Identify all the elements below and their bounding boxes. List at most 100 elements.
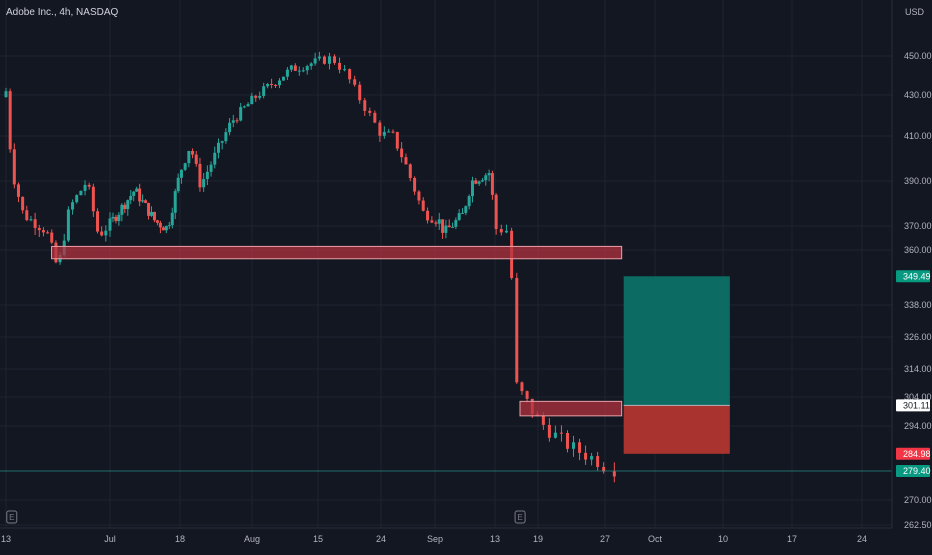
candle-body bbox=[285, 69, 289, 77]
candle-body bbox=[305, 66, 309, 71]
candle-body bbox=[25, 210, 29, 221]
candle-body bbox=[441, 219, 445, 233]
time-tick-label: 27 bbox=[600, 534, 610, 544]
candle-body bbox=[41, 230, 45, 233]
candle-body bbox=[499, 229, 503, 233]
candle-body bbox=[141, 200, 145, 202]
price-badge bbox=[896, 465, 930, 478]
candle-body bbox=[158, 222, 162, 228]
candle-body bbox=[541, 416, 545, 425]
candle-body bbox=[322, 56, 326, 64]
candle-body bbox=[83, 184, 87, 191]
candle-body bbox=[29, 219, 33, 221]
candle-body bbox=[474, 180, 478, 184]
candle-body bbox=[79, 190, 83, 196]
candle-body bbox=[572, 442, 576, 449]
candle-body bbox=[547, 424, 551, 438]
candle-body bbox=[4, 91, 8, 98]
candle-body bbox=[254, 95, 258, 98]
candle-body bbox=[50, 232, 54, 243]
candle-body bbox=[266, 84, 270, 87]
candle-body bbox=[477, 181, 481, 184]
candle-body bbox=[235, 120, 239, 122]
resistance-zone[interactable] bbox=[519, 400, 623, 417]
price-badge-label: 301.11 bbox=[903, 400, 930, 410]
time-tick-label: 24 bbox=[376, 534, 386, 544]
candle-body bbox=[504, 230, 508, 233]
price-tick-label: 262.50 bbox=[904, 520, 932, 530]
candle-body bbox=[117, 214, 121, 222]
candle-body bbox=[135, 188, 139, 192]
candle-body bbox=[317, 56, 321, 59]
time-tick-label: 17 bbox=[787, 534, 797, 544]
earnings-marker[interactable] bbox=[6, 510, 18, 524]
price-badge bbox=[896, 270, 930, 283]
price-badge bbox=[896, 447, 930, 460]
time-tick-label: 13 bbox=[1, 534, 11, 544]
candle-body bbox=[612, 471, 616, 477]
candle-body bbox=[242, 106, 246, 108]
candle-body bbox=[173, 191, 177, 213]
price-badge-label: 349.49 bbox=[903, 271, 931, 281]
candle-body bbox=[353, 79, 357, 85]
time-tick-label: 18 bbox=[175, 534, 185, 544]
candle-body bbox=[205, 171, 209, 180]
candle-body bbox=[71, 202, 75, 210]
candle-body bbox=[8, 91, 12, 150]
time-tick-label: Oct bbox=[648, 534, 663, 544]
price-tick-label: 410.00 bbox=[904, 131, 932, 141]
candle-body bbox=[444, 225, 448, 233]
price-tick-label: 338.00 bbox=[904, 300, 932, 310]
candle-body bbox=[309, 63, 313, 67]
candle-body bbox=[301, 70, 305, 72]
price-tick-label: 370.00 bbox=[904, 221, 932, 231]
candle-body bbox=[138, 188, 142, 202]
candle-body bbox=[378, 122, 382, 136]
candle-body bbox=[373, 112, 377, 123]
candle-body bbox=[150, 211, 154, 216]
candle-body bbox=[467, 196, 471, 207]
candle-body bbox=[126, 200, 130, 210]
candle-body bbox=[209, 164, 213, 172]
symbol-title: Adobe Inc., 4h, NASDAQ bbox=[6, 7, 119, 18]
candle-body bbox=[33, 219, 37, 228]
candle-body bbox=[12, 149, 16, 185]
candle-body bbox=[111, 216, 115, 219]
candle-body bbox=[430, 220, 434, 223]
candle-body bbox=[161, 227, 165, 231]
candle-body bbox=[484, 175, 488, 181]
position-profit-area[interactable] bbox=[623, 276, 730, 406]
candle-body bbox=[167, 225, 171, 227]
candle-body bbox=[198, 163, 202, 188]
candle-body bbox=[281, 76, 285, 81]
candle-body bbox=[553, 432, 557, 438]
candle-body bbox=[297, 70, 301, 72]
candle-body bbox=[404, 157, 408, 165]
earnings-marker[interactable] bbox=[514, 510, 526, 524]
candle-body bbox=[565, 432, 569, 449]
candle-body bbox=[457, 213, 461, 220]
earnings-marker-label: E bbox=[9, 513, 14, 522]
candle-body bbox=[313, 58, 317, 64]
candle-body bbox=[525, 391, 529, 399]
candle-body bbox=[46, 232, 50, 234]
price-tick-label: 294.00 bbox=[904, 421, 932, 431]
time-tick-label: 15 bbox=[313, 534, 323, 544]
candle-body bbox=[147, 202, 151, 216]
candle-body bbox=[100, 231, 104, 236]
time-tick-label: 19 bbox=[533, 534, 543, 544]
candle-body bbox=[408, 164, 412, 178]
position-loss-area[interactable] bbox=[623, 405, 730, 454]
candle-body bbox=[464, 206, 468, 213]
candle-body bbox=[348, 69, 352, 80]
resistance-zone[interactable] bbox=[51, 245, 623, 260]
time-tick-label: 24 bbox=[857, 534, 867, 544]
price-tick-label: 360.00 bbox=[904, 245, 932, 255]
candle-body bbox=[246, 104, 250, 107]
candle-body bbox=[270, 84, 274, 86]
candle-body bbox=[129, 195, 133, 201]
candle-body bbox=[578, 442, 582, 453]
candle-body bbox=[164, 226, 168, 231]
